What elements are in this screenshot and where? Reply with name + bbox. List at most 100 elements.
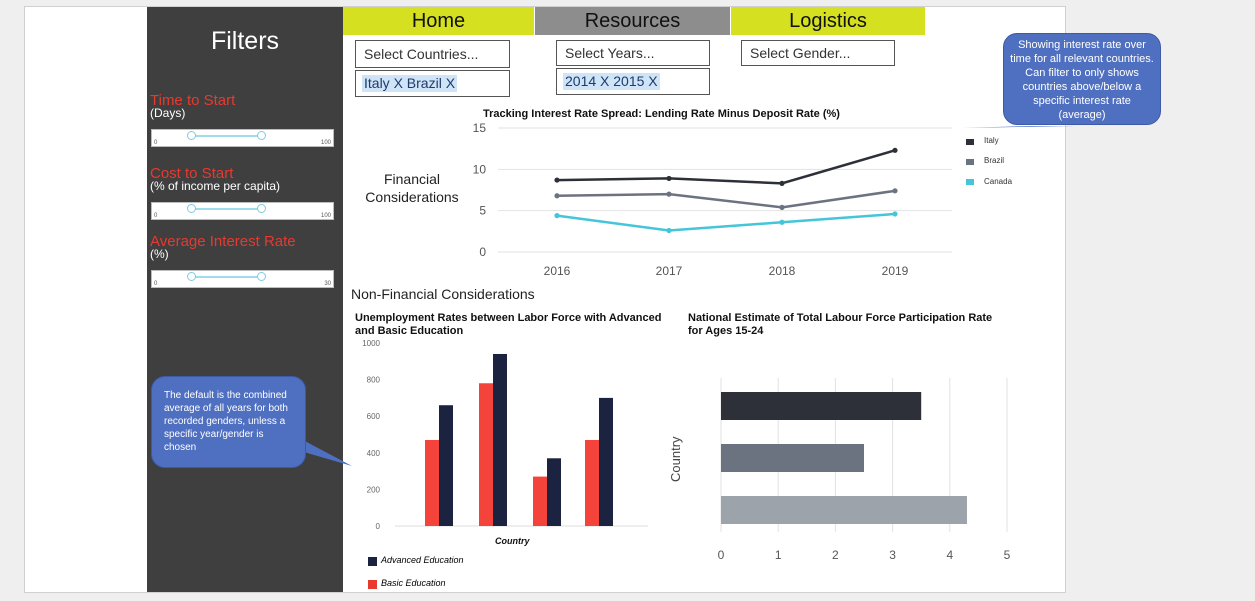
filter-time-sub: (Days) xyxy=(150,106,186,120)
bar-basic-education xyxy=(425,439,439,526)
callout-top-pointer xyxy=(962,126,1075,128)
hbar-bar xyxy=(721,392,922,420)
countries-chip[interactable]: Italy X Brazil X xyxy=(362,75,458,92)
legend-swatch xyxy=(966,159,974,165)
legend-swatch xyxy=(966,139,974,145)
bar-y-tick: 1000 xyxy=(362,339,380,348)
bar-basic-education xyxy=(585,439,599,526)
legend-basic: Basic Education xyxy=(381,578,446,588)
select-years[interactable]: Select Years... xyxy=(556,40,710,66)
hbar-x-tick: 4 xyxy=(946,548,953,562)
line-series-italy xyxy=(556,149,896,185)
line-x-tick: 2018 xyxy=(769,264,796,278)
filter-interest-label: Average Interest Rate xyxy=(150,233,296,250)
line-point xyxy=(779,219,785,225)
tab-logistics[interactable]: Logistics xyxy=(731,7,925,35)
line-x-tick: 2016 xyxy=(544,264,571,278)
legend-swatch xyxy=(966,179,974,185)
hbar-bar xyxy=(721,496,967,524)
slider-max: 100 xyxy=(320,140,331,146)
bar-y-tick: 400 xyxy=(367,449,381,458)
filter-interest-sub: (%) xyxy=(150,247,169,261)
line-point xyxy=(892,147,898,153)
slider-handle-low[interactable] xyxy=(187,131,196,140)
slider-min: 0 xyxy=(154,213,158,219)
line-y-tick: 0 xyxy=(479,245,486,259)
slider-min: 0 xyxy=(154,140,158,146)
legend-swatch xyxy=(368,580,377,589)
select-gender[interactable]: Select Gender... xyxy=(741,40,895,66)
years-chip[interactable]: 2014 X 2015 X xyxy=(563,73,660,90)
hbar-x-tick: 0 xyxy=(718,548,725,562)
cost-to-start-slider[interactable]: 0 100 xyxy=(151,202,334,220)
hbar-x-tick: 3 xyxy=(889,548,896,562)
line-point xyxy=(666,191,672,197)
line-point xyxy=(892,211,898,217)
hbar-bar xyxy=(721,444,864,472)
line-y-tick: 10 xyxy=(473,162,487,176)
filters-sidebar: Filters Time to Start (Days) 0 100 Cost … xyxy=(147,7,343,592)
line-point xyxy=(666,227,672,234)
slider-range xyxy=(191,208,261,210)
filter-cost-sub: (% of income per capita) xyxy=(150,179,281,193)
bar-advanced-education xyxy=(439,405,453,526)
non-financial-considerations-label: Non-Financial Considerations xyxy=(351,286,535,302)
line-point xyxy=(892,188,898,194)
countries-selection-box[interactable]: Italy X Brazil X xyxy=(355,70,510,97)
line-y-tick: 15 xyxy=(473,121,487,135)
slider-handle-low[interactable] xyxy=(187,272,196,281)
bar-basic-education xyxy=(479,383,493,526)
hbar-x-tick: 2 xyxy=(832,548,839,562)
slider-handle-high[interactable] xyxy=(257,131,266,140)
time-to-start-slider[interactable]: 0 100 xyxy=(151,129,334,147)
hbar-chart-title: National Estimate of Total Labour Force … xyxy=(688,312,993,337)
bar-advanced-education xyxy=(599,397,613,526)
bar-y-tick: 0 xyxy=(376,522,381,531)
bar-basic-education xyxy=(533,476,547,526)
hbar-x-tick: 5 xyxy=(1004,548,1011,562)
callout-top: Showing interest rate over time for all … xyxy=(1003,33,1161,125)
filter-time-label: Time to Start xyxy=(150,92,236,109)
bar-x-axis-label: Country xyxy=(495,536,530,546)
bar-y-tick: 800 xyxy=(367,376,381,385)
bar-chart-title: Unemployment Rates between Labor Force w… xyxy=(355,312,662,337)
average-interest-slider[interactable]: 0 30 xyxy=(151,270,334,288)
slider-max: 100 xyxy=(320,213,331,219)
tab-resources[interactable]: Resources xyxy=(535,7,730,35)
slider-handle-high[interactable] xyxy=(257,272,266,281)
filters-title: Filters xyxy=(210,27,280,55)
line-series-canada xyxy=(556,212,896,232)
legend-advanced: Advanced Education xyxy=(381,555,464,565)
select-countries[interactable]: Select Countries... xyxy=(355,40,510,68)
slider-handle-low[interactable] xyxy=(187,204,196,213)
slider-max: 30 xyxy=(324,281,331,287)
legend-brazil: Brazil xyxy=(984,156,1005,165)
line-point xyxy=(554,193,560,199)
line-point xyxy=(779,204,785,210)
slider-range xyxy=(191,135,261,137)
line-point xyxy=(666,175,672,182)
line-point xyxy=(779,180,785,186)
line-chart-legend: Italy Brazil Canada xyxy=(964,133,1012,191)
bar-advanced-education xyxy=(493,353,507,526)
filter-cost-label: Cost to Start xyxy=(150,165,234,182)
slider-handle-high[interactable] xyxy=(257,204,266,213)
financial-considerations-label: Financial Considerations xyxy=(365,171,459,205)
hbar-x-tick: 1 xyxy=(775,548,782,562)
line-x-tick: 2019 xyxy=(882,264,909,278)
callout-bottom: The default is the combined average of a… xyxy=(151,376,306,468)
legend-italy: Italy xyxy=(984,136,999,145)
bar-advanced-education xyxy=(547,458,561,526)
slider-min: 0 xyxy=(154,281,158,287)
line-chart-title: Tracking Interest Rate Spread: Lending R… xyxy=(483,108,840,120)
line-x-tick: 2017 xyxy=(656,264,683,278)
line-point xyxy=(554,213,560,219)
legend-canada: Canada xyxy=(984,177,1013,186)
bar-y-tick: 600 xyxy=(367,412,381,421)
line-series-brazil xyxy=(556,189,896,209)
bar-y-tick: 200 xyxy=(367,485,381,494)
tab-home[interactable]: Home xyxy=(343,7,534,35)
years-selection-box[interactable]: 2014 X 2015 X xyxy=(556,68,710,95)
line-point xyxy=(554,177,560,183)
